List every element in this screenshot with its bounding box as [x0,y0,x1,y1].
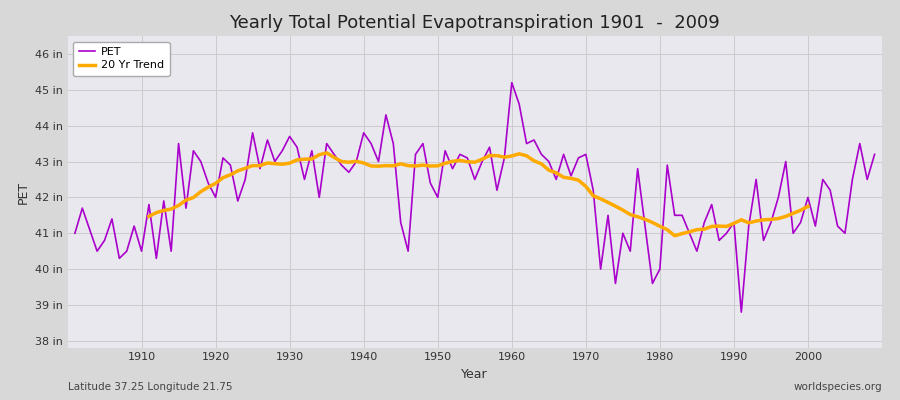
X-axis label: Year: Year [462,368,488,381]
PET [336,163,346,168]
20 Yr Trend [610,204,621,208]
20 Yr Trend [351,159,362,164]
Y-axis label: PET: PET [17,180,30,204]
Title: Yearly Total Potential Evapotranspiration 1901  -  2009: Yearly Total Potential Evapotranspiratio… [230,14,720,32]
20 Yr Trend [321,150,332,155]
20 Yr Trend [706,224,717,229]
PET [129,224,140,228]
PET [507,80,517,85]
Line: 20 Yr Trend: 20 Yr Trend [148,153,808,236]
20 Yr Trend [803,204,814,209]
PET [736,310,747,314]
20 Yr Trend [788,211,798,216]
PET [603,213,614,218]
Line: PET: PET [75,83,875,312]
20 Yr Trend [670,233,680,238]
PET [869,152,880,157]
PET [292,145,302,150]
Text: worldspecies.org: worldspecies.org [794,382,882,392]
20 Yr Trend [232,168,243,173]
Text: Latitude 37.25 Longitude 21.75: Latitude 37.25 Longitude 21.75 [68,382,232,392]
PET [514,102,525,106]
PET [69,231,80,236]
20 Yr Trend [143,214,154,219]
PET [499,156,509,160]
Legend: PET, 20 Yr Trend: PET, 20 Yr Trend [73,42,169,76]
20 Yr Trend [721,224,732,229]
